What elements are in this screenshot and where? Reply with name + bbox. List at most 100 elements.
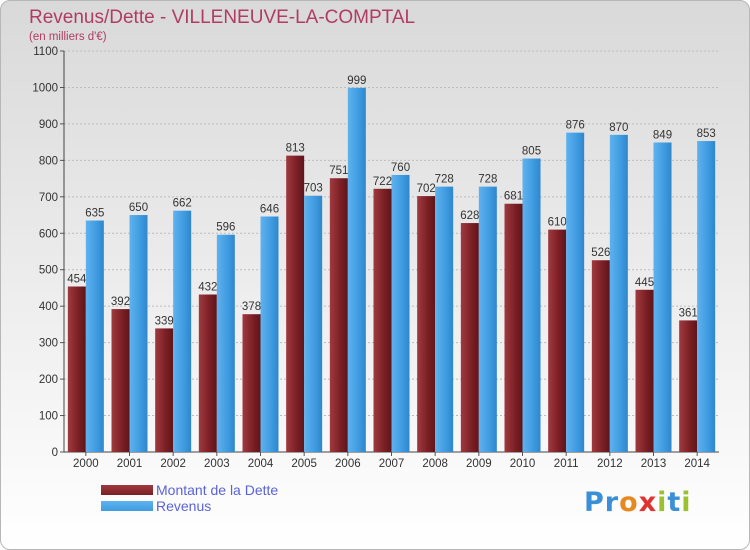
bar-revenus-2010 [522, 158, 541, 453]
bar-revenus-2007 [391, 174, 410, 453]
logo-letter: x [638, 487, 658, 518]
y-tick-label: 1000 [32, 82, 58, 94]
bar-revenus-2013 [653, 142, 672, 452]
data-label-dette-2011: 610 [548, 217, 567, 229]
y-tick-label: 500 [39, 265, 58, 277]
bar-dette-2012 [591, 260, 610, 452]
y-tick-label: 100 [39, 411, 58, 423]
bar-revenus-2001 [129, 215, 148, 452]
bar-dette-2000 [67, 286, 86, 452]
x-tick-label: 2002 [160, 458, 186, 470]
bar-revenus-2000 [85, 220, 104, 452]
data-label-dette-2008: 702 [417, 183, 436, 195]
y-tick-label: 300 [39, 338, 58, 350]
data-label-revenus-2006: 999 [347, 75, 366, 87]
bar-revenus-2004 [260, 216, 279, 452]
legend-label-dette: Montant de la Dette [156, 482, 279, 498]
bar-dette-2010 [504, 203, 523, 452]
data-label-dette-2010: 681 [504, 191, 523, 203]
y-tick-label: 400 [39, 301, 58, 313]
data-label-dette-2002: 339 [155, 315, 174, 327]
bar-dette-2002 [155, 328, 174, 452]
x-tick-label: 2006 [335, 458, 361, 470]
x-tick-label: 2007 [379, 458, 405, 470]
data-label-dette-2006: 751 [329, 165, 348, 177]
bar-revenus-2012 [609, 134, 628, 452]
y-tick-label: 900 [39, 119, 58, 131]
data-label-revenus-2013: 849 [653, 130, 672, 142]
data-label-dette-2014: 361 [679, 307, 698, 319]
data-label-revenus-2000: 635 [85, 208, 104, 220]
bar-revenus-2005 [304, 195, 323, 452]
x-tick-label: 2009 [466, 458, 492, 470]
data-label-revenus-2007: 760 [391, 162, 410, 174]
bar-dette-2007 [373, 188, 392, 452]
data-label-dette-2004: 378 [242, 301, 261, 313]
data-label-dette-2013: 445 [635, 277, 654, 289]
x-tick-label: 2000 [73, 458, 99, 470]
legend-swatch-revenus [101, 501, 153, 511]
legend-label-revenus: Revenus [156, 498, 212, 514]
chart-subtitle: (en milliers d'€) [29, 31, 107, 43]
bar-dette-2005 [286, 155, 305, 452]
data-label-revenus-2010: 805 [522, 146, 541, 158]
x-tick-label: 2014 [684, 458, 710, 470]
data-label-revenus-2011: 876 [566, 120, 585, 132]
bar-dette-2004 [242, 314, 261, 452]
data-label-revenus-2001: 650 [129, 202, 148, 214]
y-tick-label: 600 [39, 228, 58, 240]
data-label-revenus-2003: 596 [216, 222, 235, 234]
y-tick-label: 200 [39, 374, 58, 386]
logo-letter: o [619, 487, 639, 518]
proxiti-logo: Proxiti [584, 487, 692, 518]
x-tick-label: 2012 [597, 458, 623, 470]
logo-letter: t [667, 487, 682, 518]
x-tick-label: 2008 [422, 458, 448, 470]
logo-letter: i [681, 487, 692, 518]
x-tick-label: 2005 [291, 458, 317, 470]
bar-dette-2013 [635, 289, 654, 452]
x-tick-label: 2013 [641, 458, 667, 470]
bar-revenus-2008 [435, 186, 454, 453]
x-tick-label: 2010 [510, 458, 536, 470]
data-label-revenus-2005: 703 [304, 183, 323, 195]
data-label-dette-2007: 722 [373, 176, 392, 188]
bar-dette-2003 [198, 294, 217, 452]
x-tick-label: 2003 [204, 458, 230, 470]
bar-revenus-2014 [697, 141, 716, 452]
data-label-dette-2005: 813 [286, 143, 305, 155]
data-label-revenus-2012: 870 [609, 122, 628, 134]
data-label-revenus-2009: 728 [478, 174, 497, 186]
data-label-dette-2000: 454 [67, 273, 87, 285]
logo-letter: P [584, 487, 605, 518]
x-tick-label: 2011 [554, 458, 579, 470]
bar-dette-2001 [111, 309, 130, 452]
bar-dette-2006 [329, 178, 348, 452]
bar-revenus-2002 [173, 210, 192, 452]
data-label-dette-2009: 628 [460, 210, 479, 222]
bar-revenus-2006 [347, 87, 366, 452]
bar-dette-2009 [460, 223, 479, 452]
data-label-revenus-2004: 646 [260, 204, 279, 216]
chart-title: Revenus/Dette - VILLENEUVE-LA-COMPTAL [29, 7, 416, 28]
data-label-revenus-2008: 728 [435, 174, 454, 186]
x-tick-label: 2004 [248, 458, 274, 470]
data-label-dette-2012: 526 [591, 247, 610, 259]
bar-dette-2011 [548, 229, 567, 452]
data-label-revenus-2002: 662 [173, 198, 192, 210]
bar-revenus-2011 [566, 132, 585, 452]
bar-dette-2014 [679, 320, 698, 452]
y-tick-label: 800 [39, 155, 58, 167]
y-tick-label: 700 [39, 192, 58, 204]
data-label-dette-2003: 432 [198, 282, 217, 294]
logo-letter: r [604, 487, 620, 518]
bar-revenus-2009 [478, 186, 497, 453]
bar-dette-2008 [417, 196, 436, 452]
data-label-dette-2001: 392 [111, 296, 130, 308]
legend-swatch-dette [101, 485, 153, 495]
logo-letter: i [657, 487, 668, 518]
y-tick-label: 1100 [33, 46, 58, 58]
data-label-revenus-2014: 853 [697, 128, 716, 140]
